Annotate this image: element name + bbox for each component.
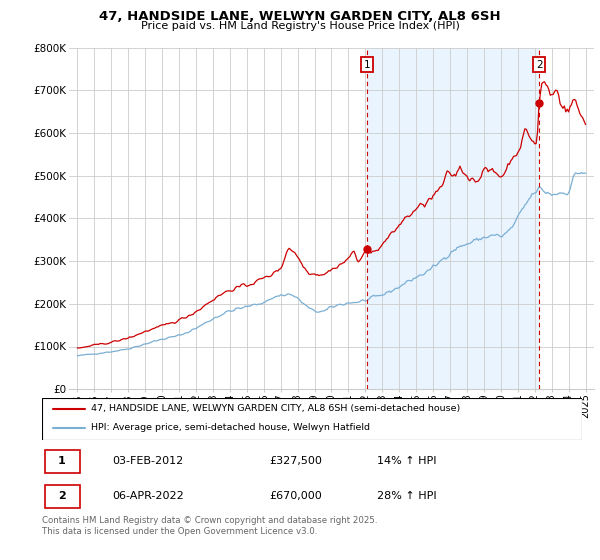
Text: Contains HM Land Registry data © Crown copyright and database right 2025.
This d: Contains HM Land Registry data © Crown c… xyxy=(42,516,377,536)
Text: £670,000: £670,000 xyxy=(269,491,322,501)
FancyBboxPatch shape xyxy=(45,450,80,473)
Text: Price paid vs. HM Land Registry's House Price Index (HPI): Price paid vs. HM Land Registry's House … xyxy=(140,21,460,31)
Text: 1: 1 xyxy=(364,60,370,69)
Text: 14% ↑ HPI: 14% ↑ HPI xyxy=(377,456,436,466)
FancyBboxPatch shape xyxy=(45,485,80,508)
Text: 47, HANDSIDE LANE, WELWYN GARDEN CITY, AL8 6SH (semi-detached house): 47, HANDSIDE LANE, WELWYN GARDEN CITY, A… xyxy=(91,404,460,413)
Text: 03-FEB-2012: 03-FEB-2012 xyxy=(112,456,184,466)
Bar xyxy=(367,48,539,389)
Text: HPI: Average price, semi-detached house, Welwyn Hatfield: HPI: Average price, semi-detached house,… xyxy=(91,423,370,432)
Text: 47, HANDSIDE LANE, WELWYN GARDEN CITY, AL8 6SH: 47, HANDSIDE LANE, WELWYN GARDEN CITY, A… xyxy=(99,10,501,23)
Text: 1: 1 xyxy=(58,456,66,466)
Text: 28% ↑ HPI: 28% ↑ HPI xyxy=(377,491,436,501)
Text: £327,500: £327,500 xyxy=(269,456,322,466)
Text: 2: 2 xyxy=(536,60,542,69)
Text: 2: 2 xyxy=(58,491,66,501)
Text: 06-APR-2022: 06-APR-2022 xyxy=(112,491,184,501)
